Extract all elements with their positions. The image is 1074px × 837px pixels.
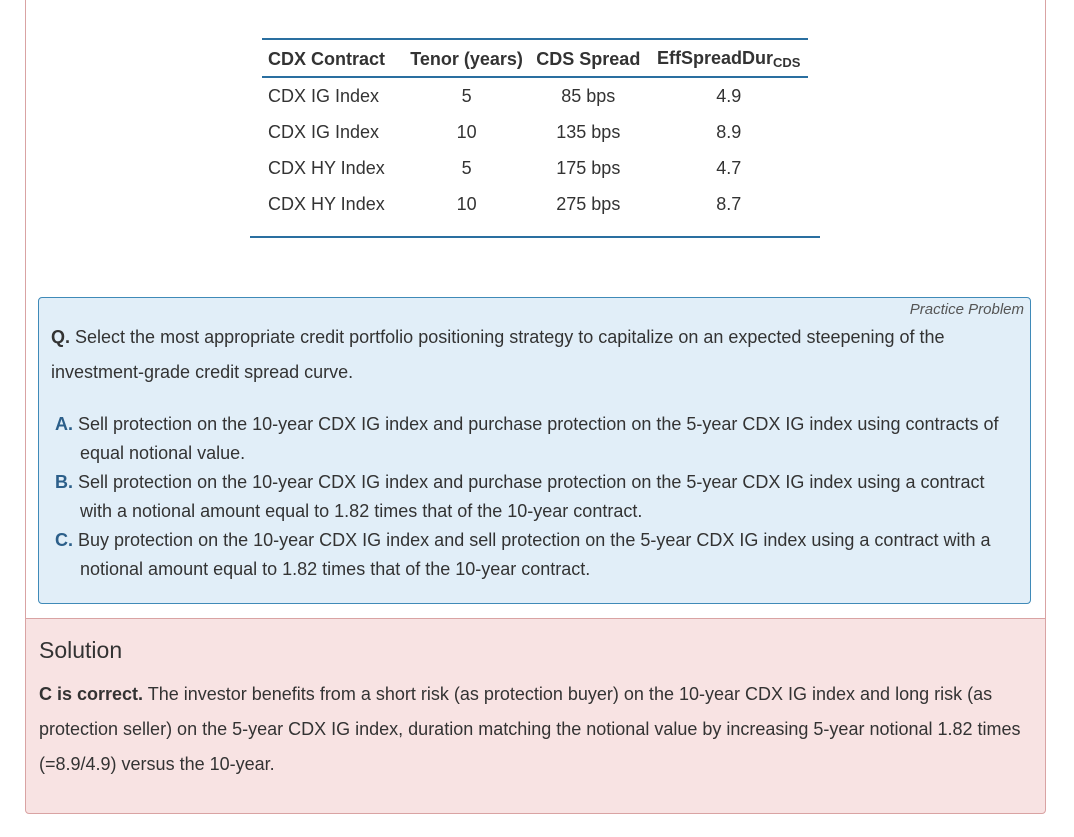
header-tenor: Tenor (years) <box>405 38 528 78</box>
cell-contract: CDX HY Index <box>268 193 385 214</box>
header-eff-spread-dur-main: EffSpreadDur <box>656 48 773 68</box>
table-row: CDX HY Index 10 275 bps 8.7 <box>262 186 808 222</box>
cell-contract: CDX IG Index <box>268 121 380 142</box>
table-row: CDX IG Index 10 135 bps 8.9 <box>262 114 808 150</box>
cell-duration: 4.7 <box>716 157 742 178</box>
header-cds-spread: CDS Spread <box>527 38 650 78</box>
cell-tenor: 5 <box>461 157 472 178</box>
solution-explanation: The investor benefits from a short risk … <box>39 684 1021 774</box>
header-eff-spread-dur-subscript: CDS <box>772 55 801 70</box>
option-text: Buy protection on the 10-year CDX IG ind… <box>73 530 991 579</box>
table-bottom-rule <box>250 236 820 238</box>
cell-duration: 8.9 <box>716 121 742 142</box>
question-label: Q. <box>51 327 71 347</box>
cell-spread: 85 bps <box>561 85 616 106</box>
cell-duration: 8.7 <box>716 193 742 214</box>
cell-tenor: 10 <box>456 193 477 214</box>
table-row: CDX HY Index 5 175 bps 4.7 <box>262 150 808 186</box>
cell-tenor: 5 <box>461 85 472 106</box>
table-header-row: CDX Contract Tenor (years) CDS Spread Ef… <box>262 38 808 78</box>
cell-tenor: 10 <box>456 121 477 142</box>
cell-spread: 135 bps <box>556 121 621 142</box>
option-text: Sell protection on the 10-year CDX IG in… <box>73 472 985 521</box>
option-a[interactable]: A. Sell protection on the 10-year CDX IG… <box>55 410 1005 468</box>
question-text: Q. Select the most appropriate credit po… <box>51 320 1016 390</box>
solution-correct-label: C is correct. <box>39 684 144 704</box>
option-text: Sell protection on the 10-year CDX IG in… <box>73 414 999 463</box>
cell-contract: CDX IG Index <box>268 85 380 106</box>
header-eff-spread-dur: EffSpreadDurCDS <box>649 38 808 78</box>
answer-options: A. Sell protection on the 10-year CDX IG… <box>55 410 1005 584</box>
option-c[interactable]: C. Buy protection on the 10-year CDX IG … <box>55 526 1005 584</box>
cell-contract: CDX HY Index <box>268 157 385 178</box>
cdx-table-container: CDX Contract Tenor (years) CDS Spread Ef… <box>250 38 820 238</box>
solution-box: Solution C is correct. The investor bene… <box>25 618 1046 814</box>
option-letter: B. <box>55 472 73 492</box>
solution-text: C is correct. The investor benefits from… <box>39 677 1034 782</box>
cdx-contract-table: CDX Contract Tenor (years) CDS Spread Ef… <box>262 38 808 222</box>
solution-title: Solution <box>39 637 123 663</box>
option-b[interactable]: B. Sell protection on the 10-year CDX IG… <box>55 468 1005 526</box>
option-letter: C. <box>55 530 73 550</box>
cell-spread: 175 bps <box>556 157 621 178</box>
table-row: CDX IG Index 5 85 bps 4.9 <box>262 77 808 114</box>
practice-problem-tag: Practice Problem <box>909 301 1024 318</box>
header-cdx-contract: CDX Contract <box>262 38 406 78</box>
cell-spread: 275 bps <box>556 193 621 214</box>
option-letter: A. <box>55 414 73 434</box>
practice-problem-box: Practice Problem Q. Select the most appr… <box>38 297 1031 604</box>
cell-duration: 4.9 <box>716 85 742 106</box>
question-body: Select the most appropriate credit portf… <box>51 327 945 382</box>
